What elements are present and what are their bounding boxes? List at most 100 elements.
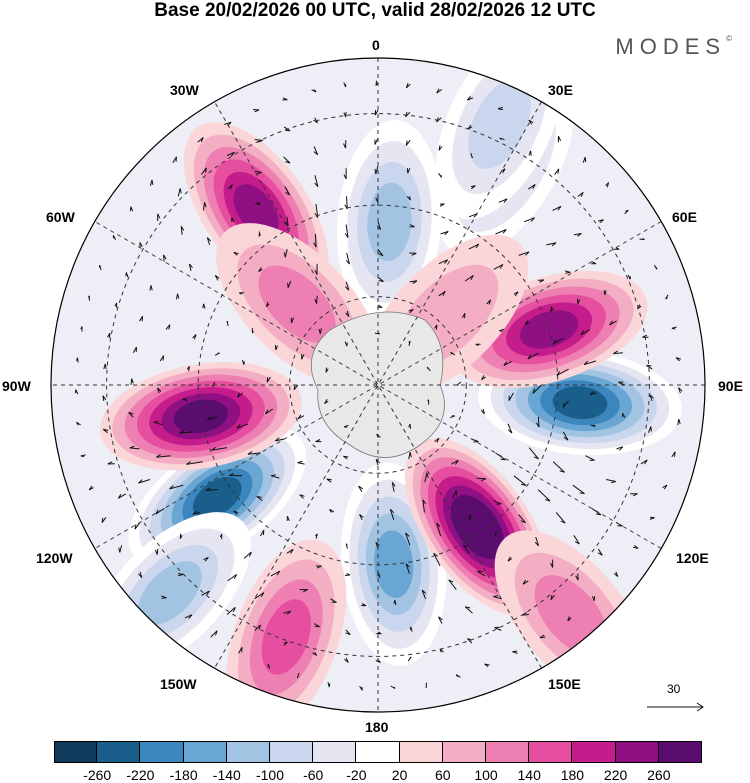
wind-arrow — [603, 289, 607, 296]
label-150e: 150E — [548, 676, 581, 692]
wind-arrow — [557, 135, 562, 143]
wind-arrow — [573, 233, 582, 237]
wind-arrow — [134, 522, 141, 530]
wind-arrow — [653, 264, 658, 270]
wind-arrow — [226, 151, 235, 157]
wind-arrow — [493, 595, 502, 600]
modes-logo-text: MODES — [615, 34, 727, 59]
wind-arrow — [283, 248, 288, 258]
wind-arrow — [470, 153, 473, 159]
wind-arrow — [512, 650, 518, 654]
wind-arrow — [265, 408, 274, 415]
wind-arrow — [376, 631, 382, 635]
wind-arrow — [671, 451, 676, 458]
wind-arrow — [236, 423, 249, 429]
wind-arrow — [648, 426, 652, 433]
wind-arrow — [267, 663, 271, 669]
wind-arrow — [153, 420, 163, 426]
wind-arrow — [678, 387, 683, 394]
wind-arrow — [75, 389, 79, 395]
colorbar-tick-label: 60 — [435, 767, 451, 783]
wind-arrow — [314, 295, 318, 304]
wind-arrow — [138, 479, 151, 484]
vector-scale-label: 30 — [667, 682, 681, 696]
wind-arrow — [590, 424, 596, 427]
wind-arrow — [359, 514, 364, 521]
wind-arrow — [197, 137, 204, 143]
wind-arrow — [577, 191, 584, 198]
wind-arrow — [161, 595, 167, 599]
wind-arrow — [177, 573, 184, 577]
wind-arrow — [188, 263, 193, 272]
wind-arrow — [468, 514, 472, 521]
colorbar-tick-label: -260 — [83, 767, 112, 783]
wind-arrow — [675, 357, 681, 362]
wind-arrow — [613, 350, 623, 355]
wind-arrow — [311, 89, 317, 93]
wind-arrow — [528, 119, 534, 125]
wind-arrow — [501, 168, 506, 174]
latitude-circle — [106, 113, 650, 657]
wind-arrow — [169, 484, 184, 490]
wind-arrow — [98, 265, 102, 271]
wind-arrow — [179, 533, 183, 539]
wind-arrow — [233, 251, 239, 256]
wind-arrow — [614, 247, 620, 250]
wind-arrow — [345, 252, 350, 265]
wind-arrow — [393, 599, 397, 606]
colorbar-segment — [226, 741, 270, 763]
wind-arrow — [450, 351, 456, 356]
latitude-circle — [289, 296, 467, 474]
label-30e: 30E — [548, 82, 573, 98]
wind-arrow — [507, 423, 513, 434]
wind-arrow — [182, 398, 188, 402]
wind-arrow — [503, 360, 512, 367]
wind-arrow — [427, 399, 430, 405]
wind-arrow — [613, 571, 619, 577]
wind-arrow — [125, 272, 129, 278]
wind-arrow — [665, 294, 669, 300]
wind-arrow — [528, 150, 532, 156]
wind-arrow — [550, 306, 554, 312]
anomaly-contour — [552, 386, 608, 420]
wind-arrow — [391, 482, 396, 492]
wind-arrow — [597, 548, 603, 556]
wind-arrow — [130, 378, 134, 386]
wind-arrow — [550, 559, 554, 568]
meridian-line — [94, 221, 662, 549]
wind-arrow — [424, 472, 429, 483]
wind-arrow — [426, 366, 431, 372]
wind-arrow — [518, 514, 526, 524]
wind-arrow — [345, 281, 350, 291]
colorbar-segment — [140, 741, 184, 763]
wind-arrow — [211, 446, 227, 451]
colorbar-segment — [442, 741, 486, 763]
wind-arrow — [241, 359, 245, 365]
wind-arrow — [537, 489, 551, 502]
wind-arrow — [546, 242, 557, 247]
wind-arrow — [139, 242, 143, 248]
anomaly-center — [226, 539, 347, 712]
wind-arrow — [439, 203, 445, 207]
wind-arrow — [315, 439, 322, 443]
wind-arrow — [258, 267, 263, 272]
wind-arrow — [436, 88, 443, 94]
wind-arrow — [154, 548, 159, 555]
wind-arrow — [562, 400, 569, 408]
wind-arrow — [532, 384, 542, 394]
wind-arrow — [405, 111, 411, 118]
wind-arrow — [343, 140, 347, 149]
wind-arrow — [315, 565, 322, 569]
wind-arrow — [407, 167, 411, 174]
wind-arrow — [481, 375, 486, 381]
wind-arrow — [315, 533, 318, 539]
wind-arrow — [573, 535, 580, 545]
colorbar-tick-label: 260 — [647, 767, 671, 783]
wind-arrow — [252, 109, 260, 113]
wind-arrow — [592, 595, 596, 602]
wind-arrow — [210, 630, 218, 638]
wind-arrow — [567, 616, 572, 622]
label-60w: 60W — [46, 209, 75, 225]
wind-arrow — [528, 183, 536, 190]
wind-arrow — [206, 416, 218, 421]
